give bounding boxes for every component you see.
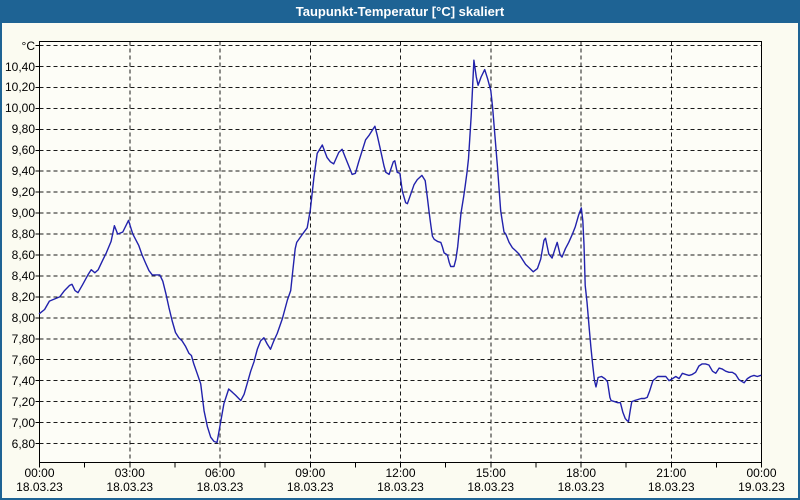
x-tick-date: 18.03.23 bbox=[557, 480, 605, 494]
y-tick-label: 9,80 bbox=[11, 122, 35, 137]
x-tick-label: 12:00 18.03.23 bbox=[361, 466, 441, 494]
y-tick-label: 7,60 bbox=[11, 352, 35, 367]
x-tick-date: 18.03.23 bbox=[377, 480, 424, 494]
y-tick-label: 10,20 bbox=[4, 80, 35, 95]
x-tick-label: 03:00 18.03.23 bbox=[90, 466, 170, 494]
x-tick-time: 00:00 bbox=[24, 466, 55, 480]
y-tick-label: 7,00 bbox=[11, 415, 35, 430]
x-tick-label: 09:00 18.03.23 bbox=[270, 466, 350, 494]
x-tick-label: 06:00 18.03.23 bbox=[180, 466, 260, 494]
y-tick-label: 8,00 bbox=[11, 310, 35, 325]
x-tick-date: 18.03.23 bbox=[467, 480, 515, 494]
x-tick-time: 09:00 bbox=[295, 466, 326, 480]
y-tick-label: 9,40 bbox=[11, 164, 35, 179]
window-title: Taupunkt-Temperatur [°C] skaliert bbox=[295, 4, 505, 19]
y-tick-label: 7,20 bbox=[11, 394, 35, 409]
x-tick-time: 00:00 bbox=[746, 466, 777, 480]
title-bar[interactable]: Taupunkt-Temperatur [°C] skaliert bbox=[0, 0, 800, 23]
x-tick-time: 18:00 bbox=[565, 466, 597, 480]
x-tick-date: 18.03.23 bbox=[16, 480, 63, 494]
y-tick-label: 8,40 bbox=[11, 268, 35, 283]
x-tick-time: 12:00 bbox=[385, 466, 416, 480]
y-tick-label: 7,40 bbox=[11, 373, 35, 388]
x-tick-label: 18:00 18.03.23 bbox=[541, 466, 621, 494]
x-tick-time: 15:00 bbox=[475, 466, 506, 480]
y-tick-label: 9,20 bbox=[11, 185, 35, 200]
y-tick-label: 10,40 bbox=[4, 59, 35, 74]
x-tick-date: 18.03.23 bbox=[647, 480, 695, 494]
x-tick-date: 19.03.23 bbox=[738, 480, 785, 494]
y-tick-label: 7,80 bbox=[11, 331, 35, 346]
x-tick-time: 06:00 bbox=[204, 466, 236, 480]
y-tick-label: 8,20 bbox=[11, 289, 35, 304]
y-tick-label: 9,60 bbox=[11, 143, 35, 158]
y-tick-label: 10,00 bbox=[4, 101, 35, 116]
x-tick-time: 03:00 bbox=[114, 466, 145, 480]
x-tick-time: 21:00 bbox=[656, 466, 687, 480]
dewpoint-series-line bbox=[38, 59, 762, 444]
y-tick-label: 6,80 bbox=[11, 436, 35, 451]
y-tick-label: 9,00 bbox=[11, 206, 35, 221]
x-tick-label: 15:00 18.03.23 bbox=[451, 466, 531, 494]
y-axis-unit-label: °C bbox=[21, 38, 35, 53]
x-tick-date: 18.03.23 bbox=[106, 480, 154, 494]
x-tick-label: 00:00 19.03.23 bbox=[722, 466, 800, 494]
x-tick-label: 21:00 18.03.23 bbox=[631, 466, 711, 494]
x-tick-date: 18.03.23 bbox=[286, 480, 334, 494]
x-tick-date: 18.03.23 bbox=[196, 480, 244, 494]
y-tick-label: 8,80 bbox=[11, 227, 35, 242]
y-tick-label: 8,60 bbox=[11, 248, 35, 262]
x-tick-label: 00:00 18.03.23 bbox=[0, 466, 80, 494]
